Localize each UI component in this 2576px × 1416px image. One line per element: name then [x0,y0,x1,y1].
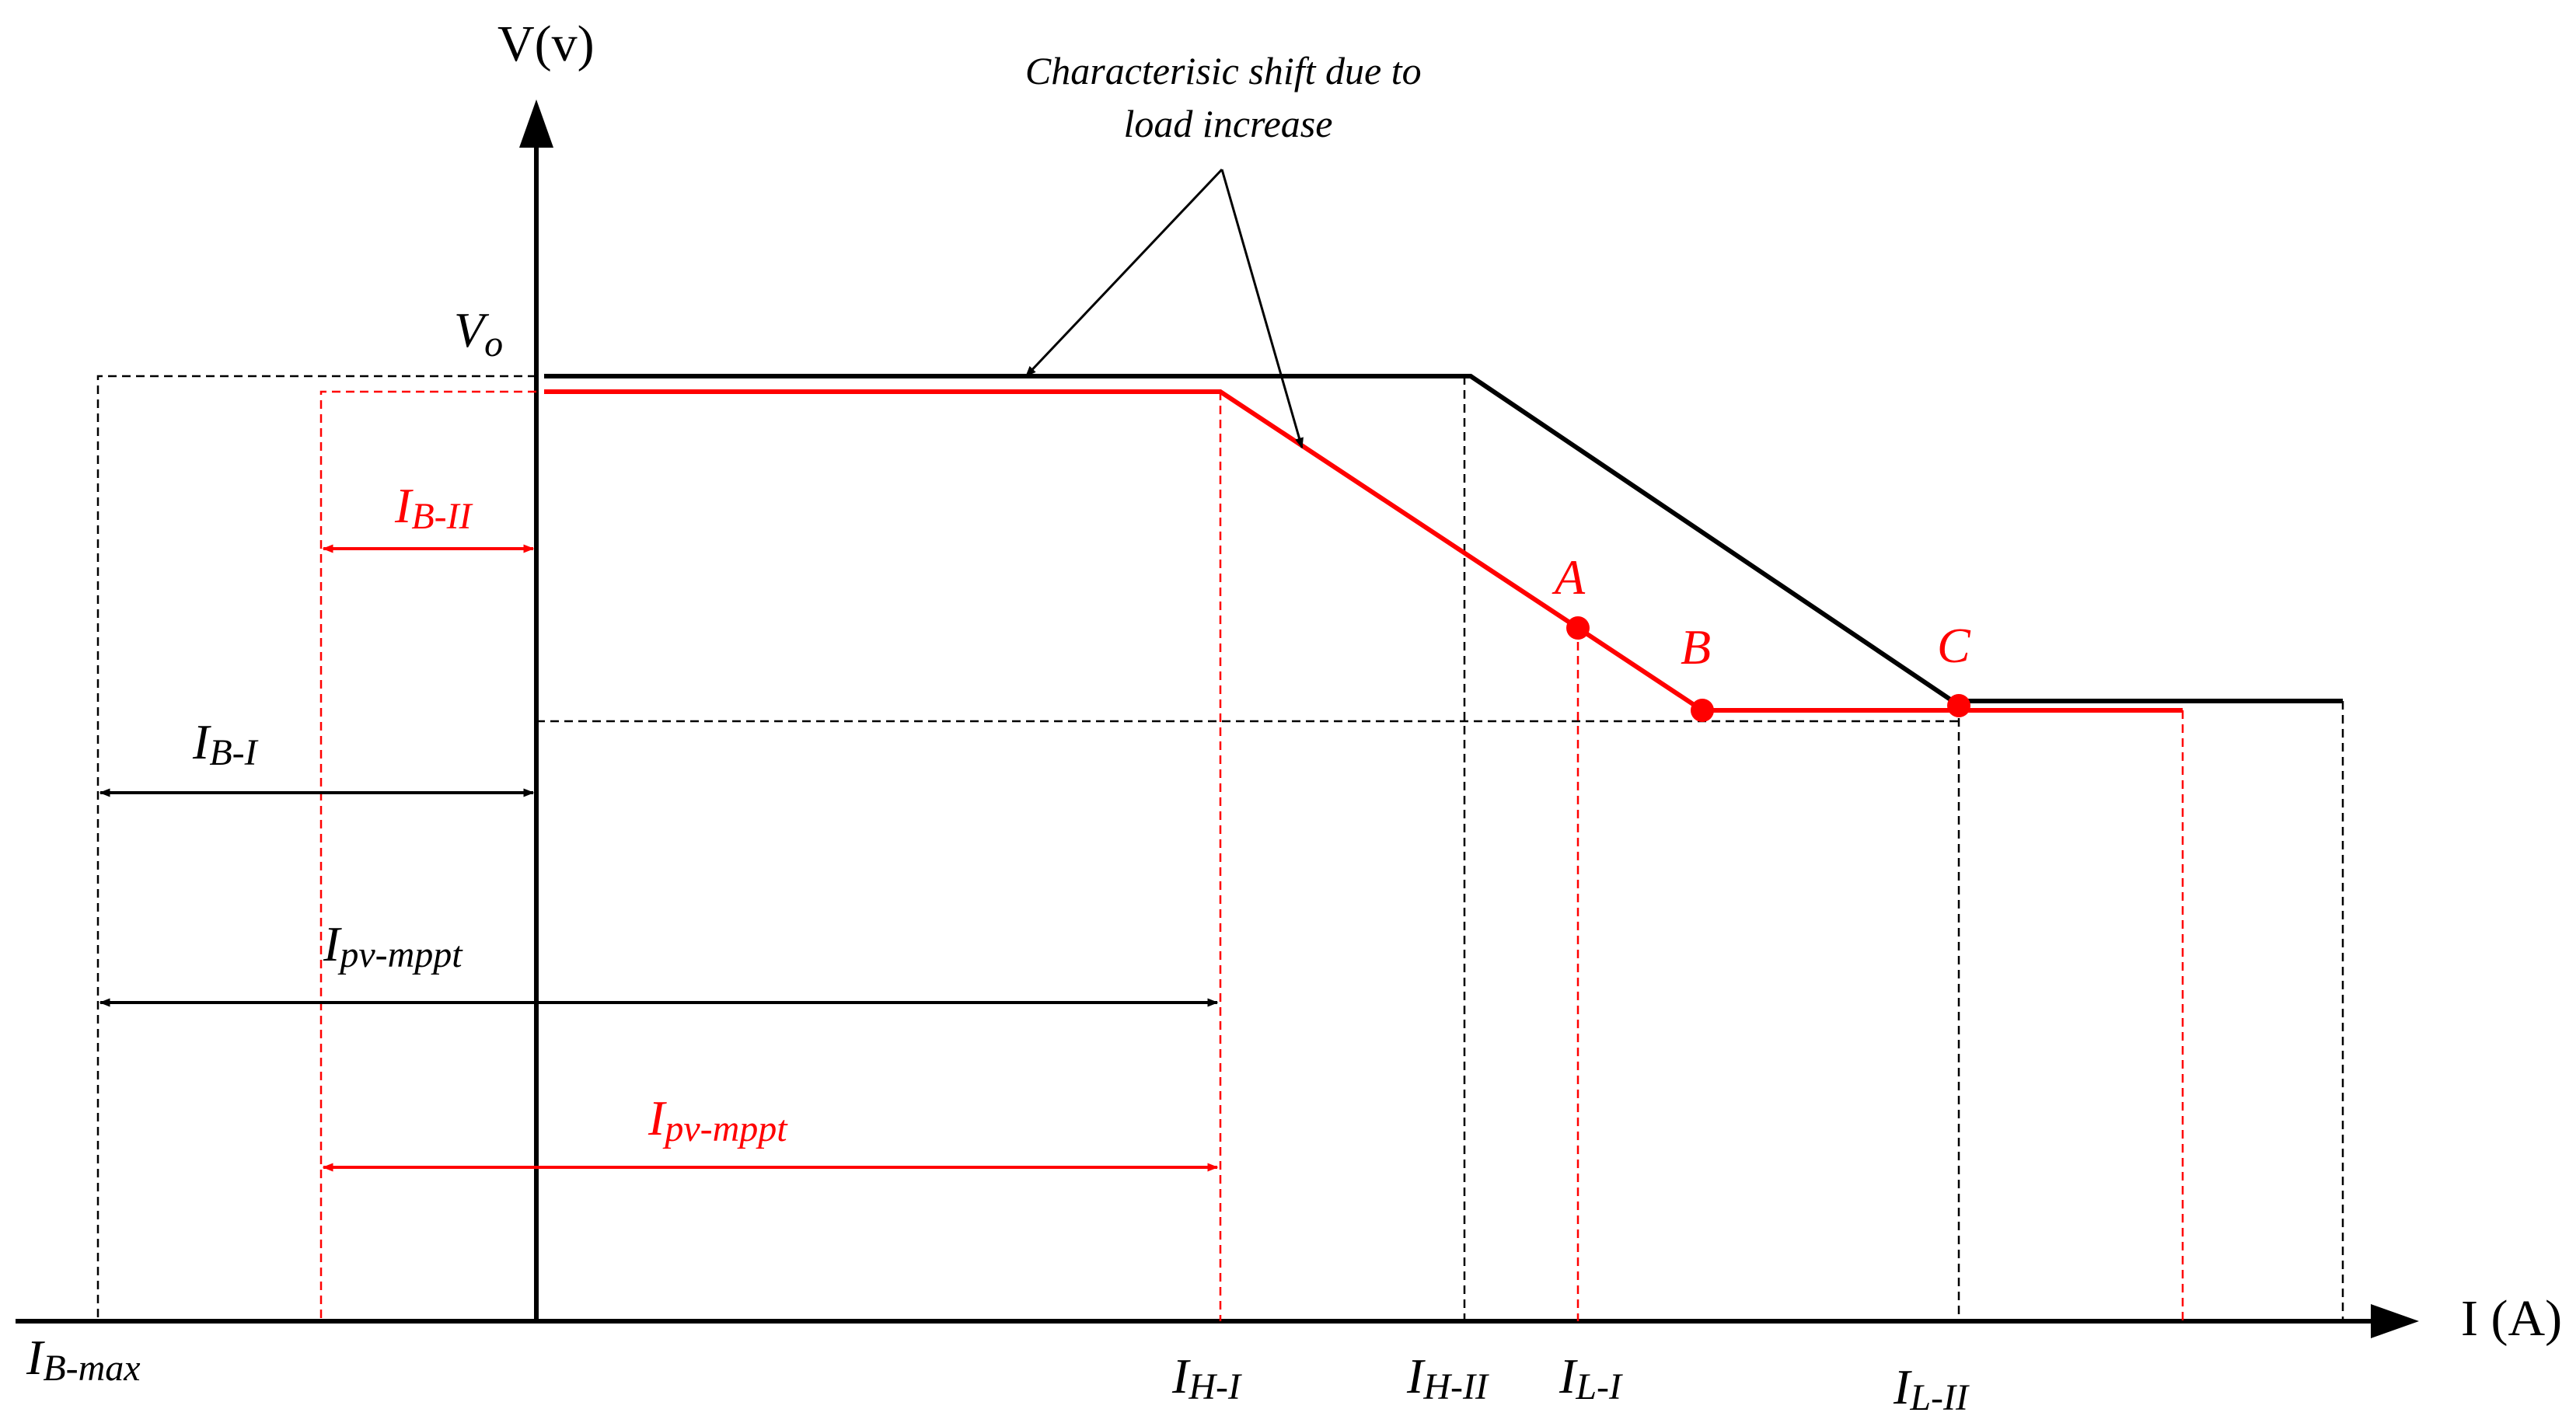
ib-i-label-sub: B-I [209,732,258,773]
annotation-arrow-to-red [1220,169,1304,449]
point-a-marker [1566,616,1590,640]
ib-i-label-main: I [192,714,211,769]
il-i-label: IL-I [1559,1348,1623,1407]
annotation-arrows [1024,168,1304,449]
ib-ii-label-main: I [394,478,414,533]
ih-i-label-sub: H-I [1188,1366,1242,1407]
x-axis-arrowhead [2371,1304,2419,1338]
black-dashed-guides [96,375,2344,1321]
point-c-label: C [1937,618,1971,673]
x-axis-label: I (A) [2461,1290,2562,1347]
point-c-marker [1947,694,1970,717]
ib-max-label: IB-max [26,1330,141,1389]
ipv-mppt-red-label-main: I [647,1090,667,1146]
vo-label-sub: o [484,323,503,364]
vo-label: Vo [454,302,503,364]
ib-max-label-sub: B-max [43,1348,140,1389]
ih-i-label-main: I [1171,1348,1191,1404]
y-axis-label: V(v) [497,16,595,72]
ib-ii-guide [319,390,536,1321]
il-i-label-main: I [1559,1348,1578,1404]
ih-i-label: IH-I [1171,1348,1242,1407]
ih-ii-label: IH-II [1406,1348,1489,1407]
axes [16,99,2419,1338]
ib-i-label: IB-I [192,714,259,773]
annotation-line-1: Characterisic shift due to [1025,49,1422,92]
il-i-label-sub: L-I [1575,1366,1623,1407]
il-ii-label-sub: L-II [1909,1377,1970,1416]
ipv-mppt-black-label-sub: pv-mppt [337,934,463,975]
ib-max-label-main: I [26,1330,45,1385]
ib-ii-label: IB-II [394,478,473,537]
y-axis-arrowhead [519,99,553,148]
point-b-label: B [1681,619,1711,675]
vo-label-main: V [454,302,490,357]
ib-max-guide [96,375,536,1321]
ipv-mppt-red-label: Ipv-mppt [647,1090,788,1149]
point-a-label: A [1552,549,1586,605]
annotation-text: Characterisic shift due to load increase [1025,49,1431,145]
point-b-marker [1691,699,1714,722]
ih-ii-label-sub: H-II [1422,1366,1489,1407]
ipv-mppt-red-label-sub: pv-mppt [662,1108,788,1149]
il-ii-label: IL-II [1893,1359,1970,1416]
ipv-mppt-black-label-main: I [323,916,342,971]
ih-ii-label-main: I [1406,1348,1426,1404]
annotation-arrow-to-black [1024,168,1223,378]
annotation-line-2: load increase [1124,102,1333,145]
red-dashed-guides [319,390,2184,1321]
ipv-mppt-black-label: Ipv-mppt [323,916,463,975]
il-ii-label-main: I [1893,1359,1912,1414]
original-characteristic-curve [544,374,2343,703]
ib-ii-label-sub: B-II [411,496,473,537]
